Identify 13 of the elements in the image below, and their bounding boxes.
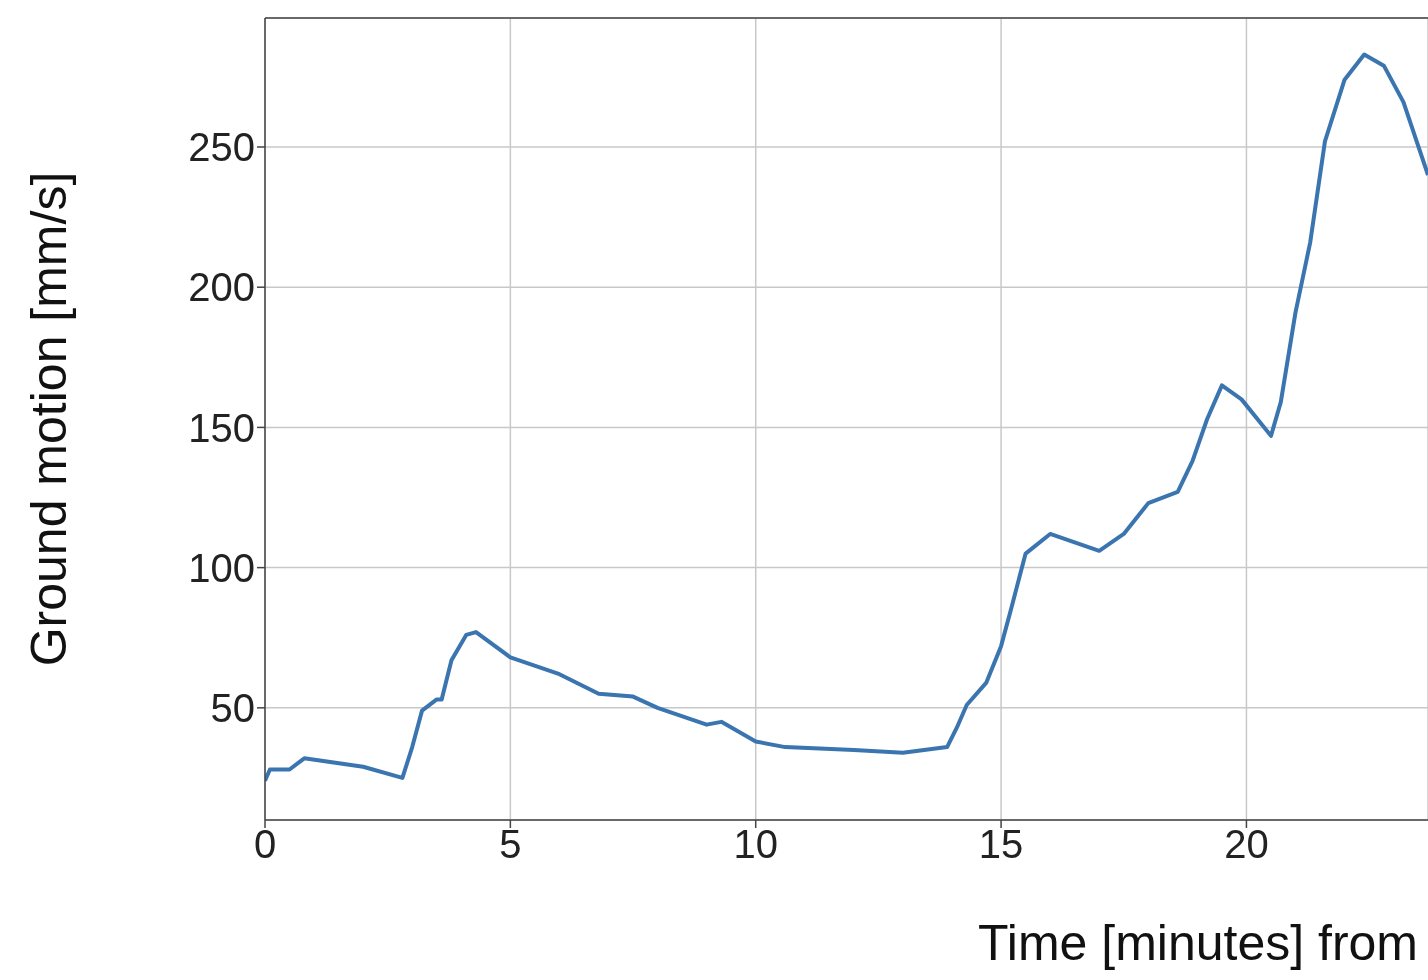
y-tick-label: 200	[188, 265, 255, 310]
x-tick-label: 15	[978, 822, 1024, 867]
x-tick-label: 0	[253, 822, 277, 867]
line-series	[265, 52, 1428, 783]
y-axis-title: Ground motion [mm/s]	[20, 171, 77, 667]
x-tick-label: 10	[733, 822, 778, 867]
y-tick-label: 100	[188, 545, 255, 590]
y-tick-label: 150	[188, 405, 255, 450]
x-tick-label: 20	[1224, 822, 1269, 867]
x-tick-label: 5	[499, 822, 522, 867]
y-tick-label: 50	[210, 686, 255, 731]
x-axis-title: Time [minutes] from	[978, 915, 1418, 971]
y-tick-label: 250	[188, 125, 255, 170]
